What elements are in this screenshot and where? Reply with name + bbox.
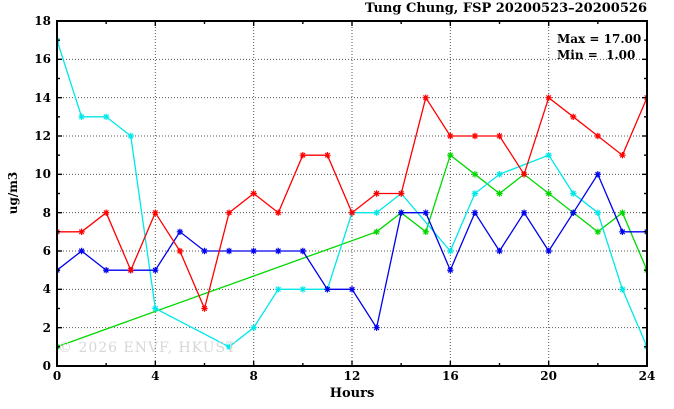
series-blue-marker bbox=[225, 247, 233, 255]
y-tick-label: 14 bbox=[34, 90, 51, 105]
series-green-marker bbox=[619, 209, 626, 216]
series-blue-marker bbox=[619, 228, 626, 236]
series-red-marker bbox=[496, 132, 503, 140]
chart-title: Tung Chung, FSP 20200523–20200526 bbox=[365, 1, 647, 16]
series-red-marker bbox=[594, 132, 602, 140]
series-red-marker bbox=[127, 266, 134, 274]
series-red-marker bbox=[447, 132, 454, 140]
y-tick-label: 16 bbox=[34, 52, 51, 67]
series-green-marker bbox=[422, 228, 429, 236]
series-cyan-marker bbox=[225, 343, 233, 351]
series-red bbox=[57, 94, 647, 312]
series-blue-marker bbox=[324, 286, 331, 293]
series-green-marker bbox=[447, 151, 454, 159]
stats-annotation: Max = 17.00 Min = 1.00 bbox=[557, 31, 641, 63]
series-cyan-marker bbox=[447, 247, 454, 255]
y-tick-label: 6 bbox=[42, 244, 51, 258]
series-blue-marker bbox=[275, 247, 282, 255]
series-blue-marker bbox=[78, 247, 85, 255]
y-tick-label: 0 bbox=[42, 359, 51, 373]
series-blue-marker bbox=[176, 228, 184, 236]
series-red-marker bbox=[102, 209, 110, 216]
series-green-marker bbox=[545, 190, 552, 197]
series-blue-marker bbox=[471, 209, 479, 216]
series-red-marker bbox=[545, 94, 552, 101]
y-tick-label: 2 bbox=[42, 320, 51, 335]
series-blue-marker bbox=[520, 209, 528, 216]
copyright-watermark: © 2026 ENVF, HKUST bbox=[58, 340, 237, 356]
series-red-marker bbox=[324, 151, 331, 159]
y-tick-label: 18 bbox=[34, 14, 51, 28]
series-red-marker bbox=[299, 151, 307, 159]
y-tick-label: 12 bbox=[34, 129, 51, 143]
series-blue-marker bbox=[422, 209, 429, 216]
series-blue-marker bbox=[102, 266, 110, 274]
x-tick-label: 16 bbox=[441, 369, 459, 383]
series-cyan-marker bbox=[102, 113, 110, 121]
series-cyan-marker bbox=[496, 171, 503, 178]
series-cyan-marker bbox=[570, 190, 577, 197]
series-red-marker bbox=[78, 228, 85, 236]
series-blue-marker bbox=[447, 266, 454, 274]
series-green-marker bbox=[471, 171, 479, 178]
y-tick-label: 10 bbox=[34, 167, 51, 182]
series-blue-marker bbox=[201, 247, 208, 255]
series-blue-marker bbox=[348, 286, 356, 293]
series-blue-marker bbox=[373, 324, 380, 331]
series-red-marker bbox=[471, 132, 479, 140]
series-cyan-marker bbox=[275, 286, 282, 293]
x-tick-label: 24 bbox=[638, 369, 656, 383]
series-cyan-marker bbox=[152, 305, 159, 312]
series-cyan-marker bbox=[471, 190, 479, 197]
series-blue-marker bbox=[594, 171, 602, 178]
series-cyan-marker bbox=[250, 324, 257, 331]
series-red-marker bbox=[570, 113, 577, 121]
series-blue-marker bbox=[299, 247, 307, 255]
series-blue-marker bbox=[250, 247, 257, 255]
min-value-label: Min = 1.00 bbox=[557, 48, 636, 62]
series-green-marker bbox=[496, 190, 503, 197]
series-blue-marker bbox=[545, 247, 552, 255]
x-tick-label: 0 bbox=[52, 369, 62, 383]
series-cyan-marker bbox=[545, 151, 552, 159]
y-tick-label: 8 bbox=[42, 205, 51, 220]
series-red-marker bbox=[176, 247, 184, 255]
series-red-marker bbox=[373, 190, 380, 197]
series-red-marker bbox=[348, 209, 356, 216]
series-red-marker bbox=[520, 171, 528, 178]
series-red-marker bbox=[201, 305, 208, 312]
x-axis-label: Hours bbox=[329, 386, 375, 401]
series-cyan-marker bbox=[619, 286, 626, 293]
series-red-marker bbox=[152, 209, 159, 216]
series-red-marker bbox=[275, 209, 282, 216]
series-blue-marker bbox=[570, 209, 577, 216]
series-cyan-marker bbox=[78, 113, 85, 121]
series-red-marker bbox=[225, 209, 233, 216]
series-cyan-marker bbox=[127, 132, 134, 140]
x-tick-label: 20 bbox=[540, 369, 557, 383]
series-red-marker bbox=[422, 94, 429, 101]
y-tick-label: 4 bbox=[42, 282, 51, 297]
series-cyan-marker bbox=[594, 209, 602, 216]
x-tick-label: 8 bbox=[249, 369, 258, 383]
series-red-marker bbox=[619, 151, 626, 159]
series-cyan-marker bbox=[373, 209, 380, 216]
series-green-marker bbox=[594, 228, 602, 236]
series-cyan-marker bbox=[299, 286, 307, 293]
series-red-marker bbox=[397, 190, 405, 197]
y-axis-label: ug/m3 bbox=[6, 171, 20, 215]
series-green-marker bbox=[373, 228, 380, 236]
x-tick-label: 4 bbox=[151, 369, 160, 383]
series-blue-marker bbox=[397, 209, 405, 216]
series-blue-marker bbox=[496, 247, 503, 255]
series-blue-marker bbox=[152, 266, 159, 274]
series-red-marker bbox=[250, 190, 257, 197]
x-tick-label: 12 bbox=[343, 369, 361, 383]
max-value-label: Max = 17.00 bbox=[557, 32, 642, 46]
